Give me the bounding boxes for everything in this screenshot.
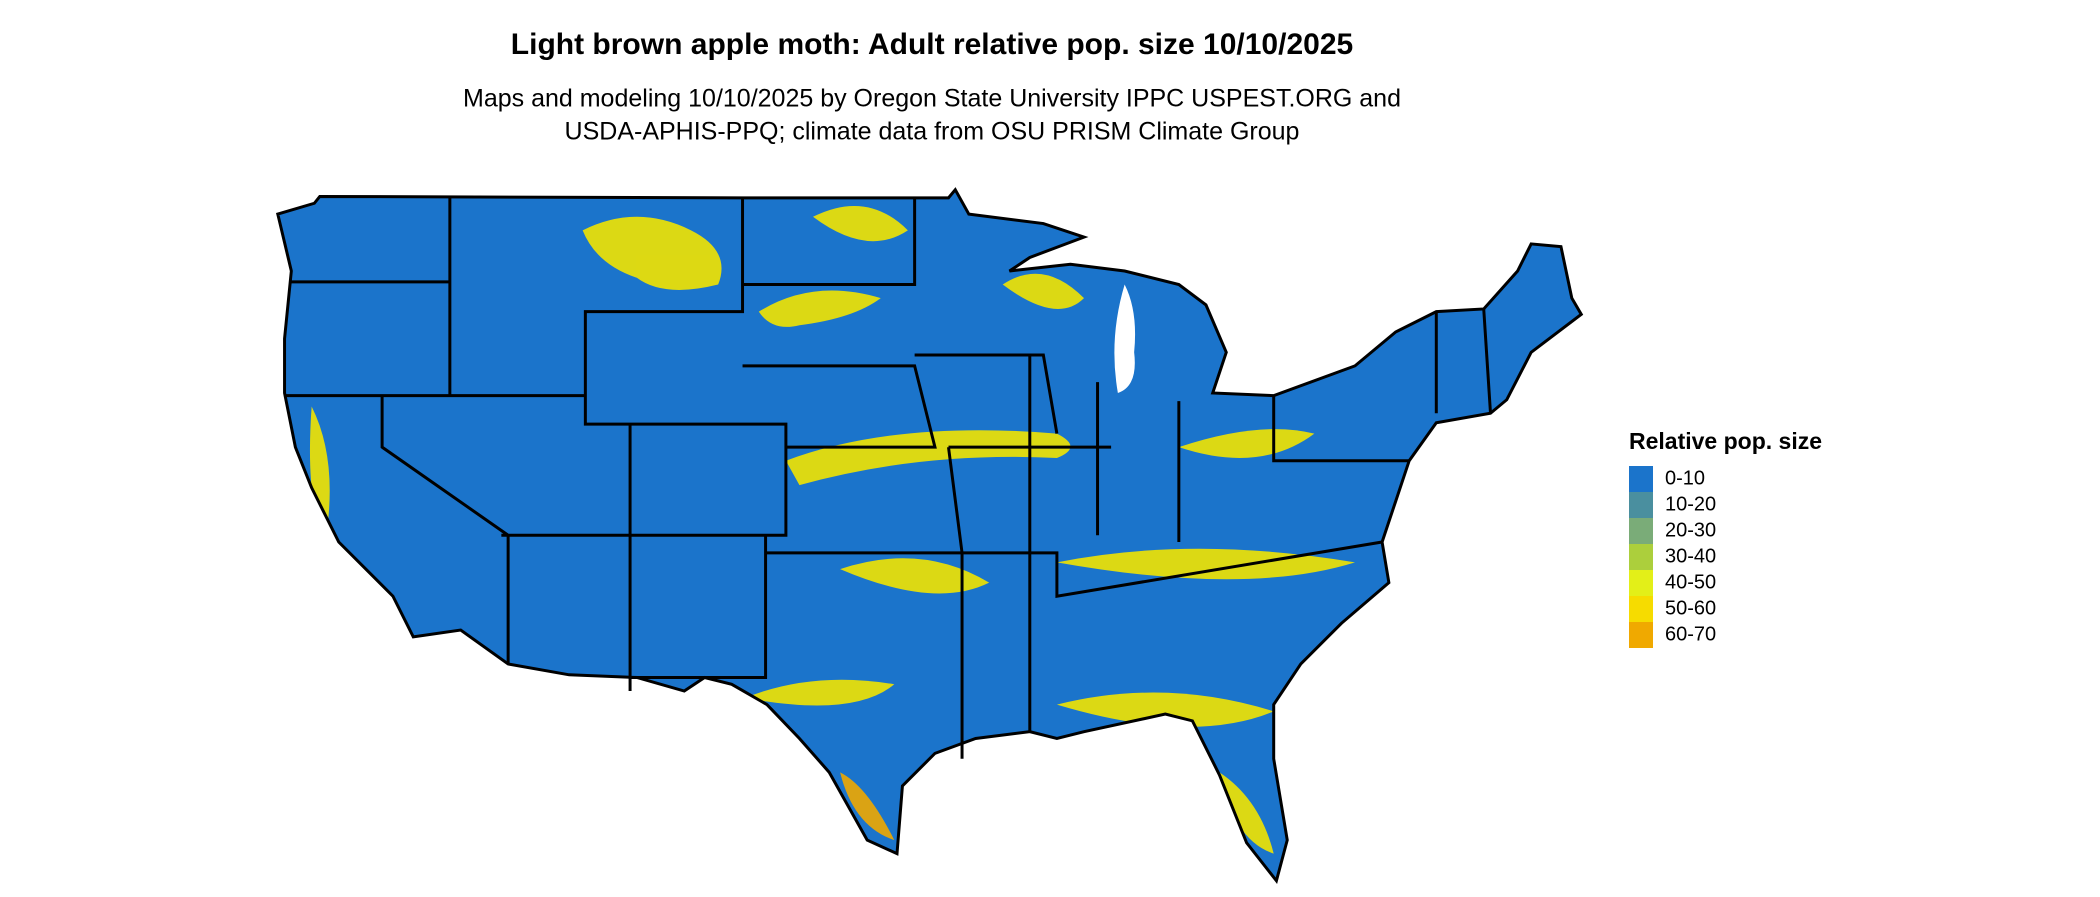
lake	[1114, 284, 1136, 393]
legend-label: 60-70	[1665, 623, 1716, 645]
legend-label: 0-10	[1665, 467, 1705, 489]
legend-label: 30-40	[1665, 545, 1716, 567]
legend-label: 50-60	[1665, 597, 1716, 619]
legend-swatch	[1629, 492, 1653, 518]
state-borders	[276, 188, 1583, 883]
us-map	[276, 188, 1583, 883]
legend-swatch	[1629, 596, 1653, 622]
legend-swatch	[1629, 570, 1653, 596]
legend: 0-10 10-20 20-30 30-40 40-50 50-60 60-70	[1629, 466, 1716, 648]
state-line	[284, 197, 1492, 759]
legend-swatch	[1629, 466, 1653, 492]
hotspot	[1178, 429, 1315, 458]
legend-label: 20-30	[1665, 519, 1716, 541]
legend-label: 40-50	[1665, 571, 1716, 593]
hotspot	[1056, 692, 1274, 727]
hotspot	[785, 430, 1071, 486]
legend-title: Relative pop. size	[1629, 428, 1822, 454]
hotspot	[582, 216, 722, 290]
hotspot	[813, 205, 908, 242]
hotspot	[840, 772, 895, 841]
hotspot	[745, 679, 895, 706]
subtitle: USDA-APHIS-PPQ; climate data from OSU PR…	[565, 118, 1300, 146]
legend-swatch	[1629, 622, 1653, 648]
hotspot	[1219, 772, 1274, 854]
hotspot	[758, 290, 881, 327]
legend-swatch	[1629, 518, 1653, 544]
title: Light brown apple moth: Adult relative p…	[511, 28, 1353, 61]
hotspot	[1056, 548, 1355, 580]
hotspot	[840, 558, 990, 594]
subtitle: Maps and modeling 10/10/2025 by Oregon S…	[463, 85, 1401, 113]
hotspot	[1002, 273, 1084, 309]
legend-swatch	[1629, 544, 1653, 570]
legend-label: 10-20	[1665, 493, 1716, 515]
